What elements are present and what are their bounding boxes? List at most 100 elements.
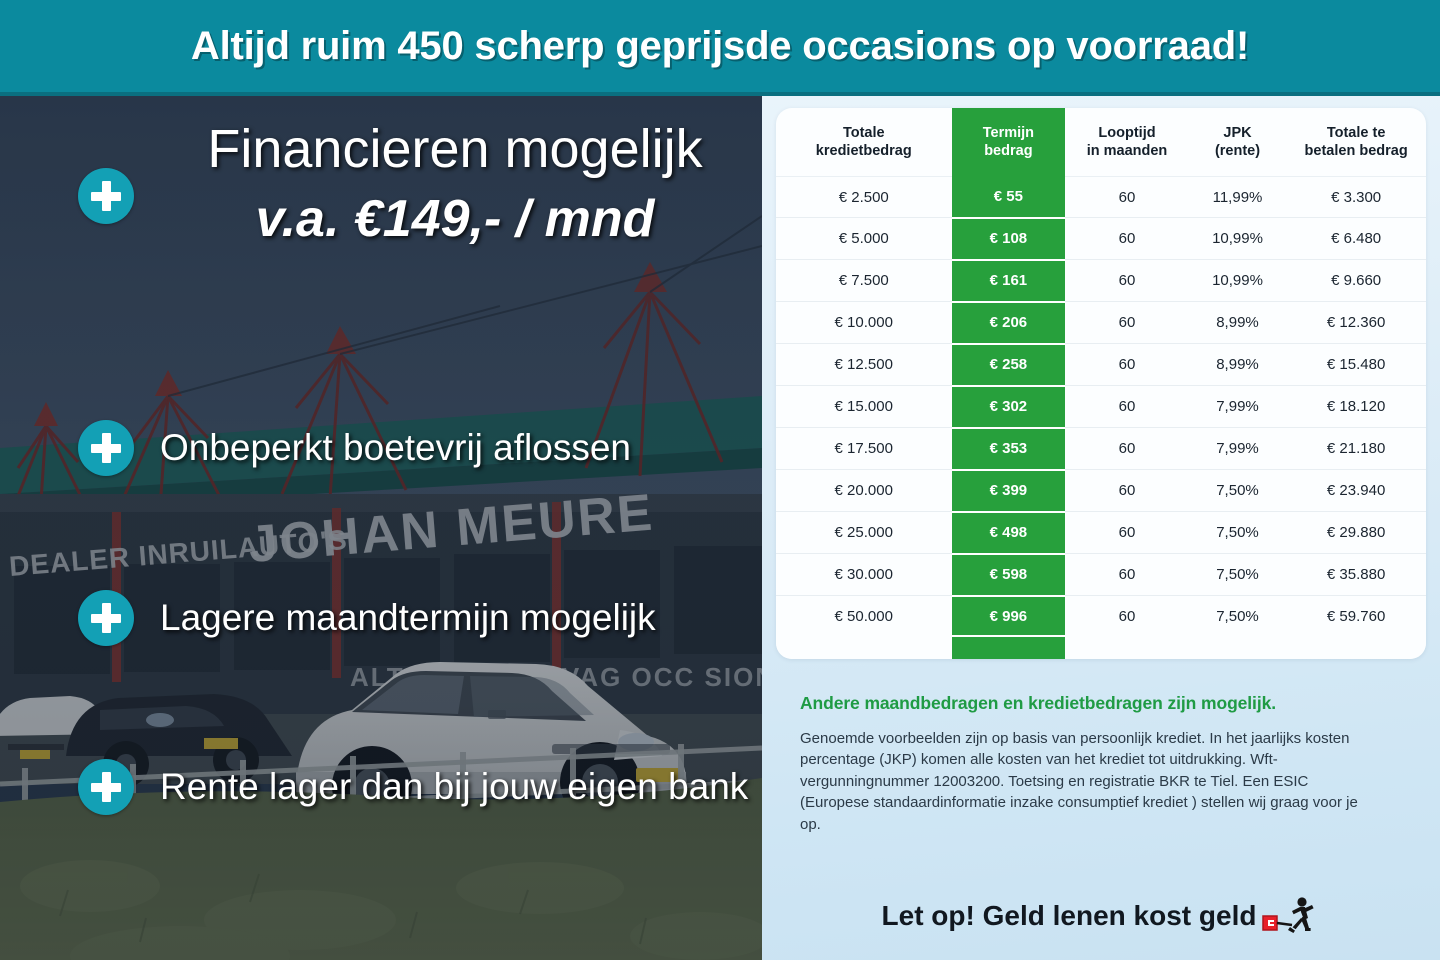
promo-headline-line1: Financieren mogelijk (207, 119, 703, 179)
cell-total-credit: € 20.000 (776, 469, 952, 512)
cell-apr: 7,99% (1188, 427, 1287, 470)
cell-total-payable: € 3.300 (1286, 176, 1426, 218)
plus-icon-vertical-bar (101, 772, 111, 802)
cell-duration: 60 (1065, 427, 1189, 470)
column-header-total-payable: Totale te betalen bedrag (1304, 125, 1408, 159)
table-row: € 7.500 € 161 60 10,99% € 9.660 (776, 258, 1426, 302)
credit-warning-text: Let op! Geld lenen kost geld (881, 900, 1257, 931)
cell-apr: 7,50% (1188, 469, 1287, 512)
table-row: € 5.000 € 108 60 10,99% € 6.480 (776, 216, 1426, 260)
table-row: € 12.500 € 258 60 8,99% € 15.480 (776, 342, 1426, 386)
cell-total-credit: € 5.000 (776, 217, 952, 260)
cell-total-payable: € 15.480 (1286, 343, 1426, 386)
cell-total-payable: € 18.120 (1286, 385, 1426, 428)
top-banner: Altijd ruim 450 scherp geprijsde occasio… (0, 0, 1440, 92)
cell-duration: 60 (1065, 469, 1189, 512)
table-row: € 25.000 € 498 60 7,50% € 29.880 (776, 510, 1426, 554)
promo-headline-line2: v.a. €149,- / mnd (255, 190, 655, 248)
feature-item: Onbeperkt boetevrij aflossen (0, 420, 762, 476)
disclaimer-title: Andere maandbedragen en kredietbedragen … (800, 692, 1276, 713)
plus-icon (78, 590, 134, 646)
cell-duration: 60 (1065, 176, 1189, 218)
cell-monthly-amount: € 353 (951, 426, 1066, 470)
column-header-apr: JPK (rente) (1214, 125, 1261, 159)
cell-monthly-amount: € 161 (951, 258, 1066, 302)
plus-icon-vertical-bar (101, 433, 111, 463)
cell-total-payable: € 12.360 (1286, 301, 1426, 344)
cell-total-payable: € 9.660 (1286, 259, 1426, 302)
cell-apr: 8,99% (1188, 301, 1287, 344)
cell-total-credit: € 10.000 (776, 301, 952, 344)
cell-monthly-amount: € 55 (951, 176, 1066, 218)
cell-total-credit: € 7.500 (776, 259, 952, 302)
feature-item: Lagere maandtermijn mogelijk (0, 590, 762, 646)
top-banner-underline (0, 92, 1440, 96)
cell-total-payable: € 59.760 (1286, 595, 1426, 637)
cell-duration: 60 (1065, 385, 1189, 428)
table-row: € 10.000 € 206 60 8,99% € 12.360 (776, 300, 1426, 344)
highlight-column-footer (951, 634, 1066, 659)
cell-duration: 60 (1065, 259, 1189, 302)
feature-label: Onbeperkt boetevrij aflossen (160, 427, 631, 468)
cell-monthly-amount: € 302 (951, 384, 1066, 428)
top-banner-headline: Altijd ruim 450 scherp geprijsde occasio… (190, 23, 1250, 68)
afm-walking-figure-icon (1262, 897, 1315, 933)
cell-total-payable: € 21.180 (1286, 427, 1426, 470)
cell-total-credit: € 50.000 (776, 595, 952, 637)
plus-icon-vertical-bar (101, 603, 111, 633)
cell-total-credit: € 12.500 (776, 343, 952, 386)
cell-duration: 60 (1065, 595, 1189, 637)
column-header-duration: Looptijd in maanden (1086, 125, 1168, 159)
feature-label: Rente lager dan bij jouw eigen bank (160, 766, 749, 807)
cell-apr: 8,99% (1188, 343, 1287, 386)
plus-icon (78, 168, 134, 224)
plus-icon-vertical-bar (101, 181, 111, 211)
cell-total-payable: € 35.880 (1286, 553, 1426, 596)
column-header-total-credit: Totale kredietbedrag (815, 125, 912, 159)
cell-apr: 10,99% (1188, 259, 1287, 302)
cell-monthly-amount: € 258 (951, 342, 1066, 386)
cell-monthly-amount: € 399 (951, 468, 1066, 512)
cell-total-credit: € 15.000 (776, 385, 952, 428)
table-row: € 30.000 € 598 60 7,50% € 35.880 (776, 552, 1426, 596)
disclaimer-block: Andere maandbedragen en kredietbedragen … (776, 659, 1426, 836)
cell-apr: 7,50% (1188, 553, 1287, 596)
table-row: € 20.000 € 399 60 7,50% € 23.940 (776, 468, 1426, 512)
rate-table-head: Totale kredietbedrag Termijn bedrag Loop… (776, 108, 1426, 177)
feature-label: Lagere maandtermijn mogelijk (160, 597, 656, 638)
cell-duration: 60 (1065, 553, 1189, 596)
cell-apr: 7,50% (1188, 595, 1287, 637)
cell-duration: 60 (1065, 217, 1189, 260)
cell-monthly-amount: € 108 (951, 216, 1066, 260)
cell-total-credit: € 17.500 (776, 427, 952, 470)
cell-total-payable: € 23.940 (1286, 469, 1426, 512)
cell-monthly-amount: € 598 (951, 552, 1066, 596)
cell-monthly-amount: € 498 (951, 510, 1066, 554)
table-card-footer-pad (776, 636, 1426, 659)
cell-total-credit: € 30.000 (776, 553, 952, 596)
promo-headline: Financieren mogelijk v.a. €149,- / mnd (160, 118, 750, 250)
cell-apr: 11,99% (1188, 176, 1287, 218)
table-row: € 50.000 € 996 60 7,50% € 59.760 (776, 594, 1426, 637)
cell-total-payable: € 29.880 (1286, 511, 1426, 554)
table-row: € 2.500 € 55 60 11,99% € 3.300 (776, 176, 1426, 218)
cell-apr: 10,99% (1188, 217, 1287, 260)
cell-total-credit: € 2.500 (776, 176, 952, 218)
table-header-row: Totale kredietbedrag Termijn bedrag Loop… (776, 108, 1426, 177)
feature-item: Rente lager dan bij jouw eigen bank (0, 759, 762, 815)
financing-panel: Totale kredietbedrag Termijn bedrag Loop… (762, 96, 1440, 960)
plus-icon (78, 759, 134, 815)
plus-icon (78, 420, 134, 476)
cell-duration: 60 (1065, 511, 1189, 554)
cell-apr: 7,99% (1188, 385, 1287, 428)
credit-warning: Let op! Geld lenen kost geld (762, 896, 1440, 936)
cell-total-credit: € 25.000 (776, 511, 952, 554)
cell-monthly-amount: € 206 (951, 300, 1066, 344)
cell-total-payable: € 6.480 (1286, 217, 1426, 260)
column-header-monthly-amount: Termijn bedrag (951, 108, 1066, 177)
promo-content: Financieren mogelijk v.a. €149,- / mnd O… (0, 96, 762, 960)
cell-duration: 60 (1065, 301, 1189, 344)
rate-table-card: Totale kredietbedrag Termijn bedrag Loop… (776, 108, 1426, 659)
table-row: € 15.000 € 302 60 7,99% € 18.120 (776, 384, 1426, 428)
